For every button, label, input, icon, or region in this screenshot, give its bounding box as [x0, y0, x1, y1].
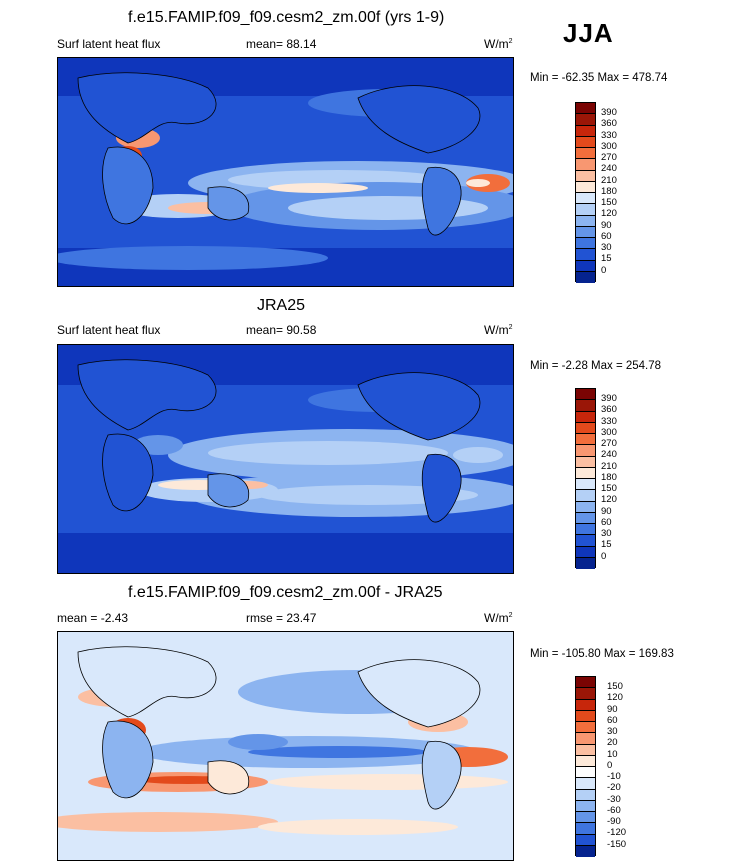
- colorbar-tick-label: 330: [601, 416, 617, 427]
- panel1-mean-label: mean= 88.14: [246, 37, 317, 51]
- colorbar-tick-label: -60: [607, 805, 621, 816]
- colorbar-tick-label: -120: [607, 827, 627, 838]
- season-label: JJA: [563, 18, 614, 48]
- colorbar-tick-label: 150: [601, 483, 617, 494]
- panel2-variable-label: Surf latent heat flux: [57, 323, 161, 337]
- colorbar-tick-label: 60: [601, 517, 612, 528]
- panel2-units: W/m2: [484, 323, 513, 337]
- panel3-minmax: Min = -105.80 Max = 169.83: [530, 648, 674, 660]
- colorbar-tick-label: 180: [601, 472, 617, 483]
- panel1-variable-label: Surf latent heat flux: [57, 37, 161, 51]
- panel3-units: W/m2: [484, 611, 513, 625]
- panel3-title: f.e15.FAMIP.f09_f09.cesm2_zm.00f - JRA25: [128, 584, 443, 601]
- colorbar-tick-label: 60: [601, 231, 612, 242]
- colorbar-tick-label: -30: [607, 794, 621, 805]
- colorbar-tick-label: 360: [601, 404, 617, 415]
- colorbar-tick-label: 90: [601, 220, 612, 231]
- colorbar-tick-label: 30: [601, 528, 612, 539]
- colorbar-tick-label: 300: [601, 141, 617, 152]
- colorbar-tick-label: 150: [607, 681, 623, 692]
- colorbar-tick-label: 210: [601, 461, 617, 472]
- colorbar-tick-label: 270: [601, 152, 617, 163]
- colorbar-tick-label: 30: [607, 726, 618, 737]
- colorbar-tick-label: 0: [607, 760, 613, 771]
- colorbar-tick-label: 240: [601, 163, 617, 174]
- panel3-colorbar: [575, 676, 596, 857]
- colorbar-tick-label: 240: [601, 449, 617, 460]
- colorbar-tick-label: -90: [607, 816, 621, 827]
- colorbar-tick-label: -20: [607, 782, 621, 793]
- colorbar-tick-label: 90: [601, 506, 612, 517]
- colorbar-tick-label: 0: [601, 551, 607, 562]
- colorbar-tick-label: 390: [601, 393, 617, 404]
- colorbar-tick-label: 120: [601, 494, 617, 505]
- colorbar-tick-label: 300: [601, 427, 617, 438]
- colorbar-tick-label: -150: [607, 839, 627, 850]
- panel1-title: f.e15.FAMIP.f09_f09.cesm2_zm.00f (yrs 1-…: [128, 9, 445, 26]
- panel1-units: W/m2: [484, 37, 513, 51]
- colorbar-tick-label: 390: [601, 107, 617, 118]
- panel2-colorbar: [575, 388, 596, 569]
- colorbar-tick-label: 120: [601, 208, 617, 219]
- panel2-minmax: Min = -2.28 Max = 254.78: [530, 360, 662, 372]
- colorbar-tick-label: 0: [601, 265, 607, 276]
- colorbar-tick-label: 360: [601, 118, 617, 129]
- colorbar-tick-label: -10: [607, 771, 621, 782]
- colorbar-tick-label: 10: [607, 749, 618, 760]
- panel1-map: [57, 57, 514, 287]
- panel3-rmse-label: rmse = 23.47: [246, 611, 317, 625]
- panel3-map: [57, 631, 514, 861]
- panel3-mean-label: mean = -2.43: [57, 611, 129, 625]
- panel2-map: [57, 344, 514, 574]
- panel2-title: JRA25: [257, 297, 306, 314]
- colorbar-tick-label: 150: [601, 197, 617, 208]
- colorbar-tick-label: 180: [601, 186, 617, 197]
- colorbar-tick-label: 210: [601, 175, 617, 186]
- colorbar-tick-label: 330: [601, 130, 617, 141]
- panel1-colorbar: [575, 102, 596, 283]
- colorbar-tick-label: 270: [601, 438, 617, 449]
- colorbar-tick-label: 120: [607, 692, 623, 703]
- panel1-minmax: Min = -62.35 Max = 478.74: [530, 72, 668, 84]
- colorbar-tick-label: 15: [601, 253, 612, 264]
- panel2-mean-label: mean= 90.58: [246, 323, 317, 337]
- colorbar-tick-label: 30: [601, 242, 612, 253]
- colorbar-tick-label: 90: [607, 704, 618, 715]
- colorbar-tick-label: 60: [607, 715, 618, 726]
- colorbar-tick-label: 15: [601, 539, 612, 550]
- colorbar-tick-label: 20: [607, 737, 618, 748]
